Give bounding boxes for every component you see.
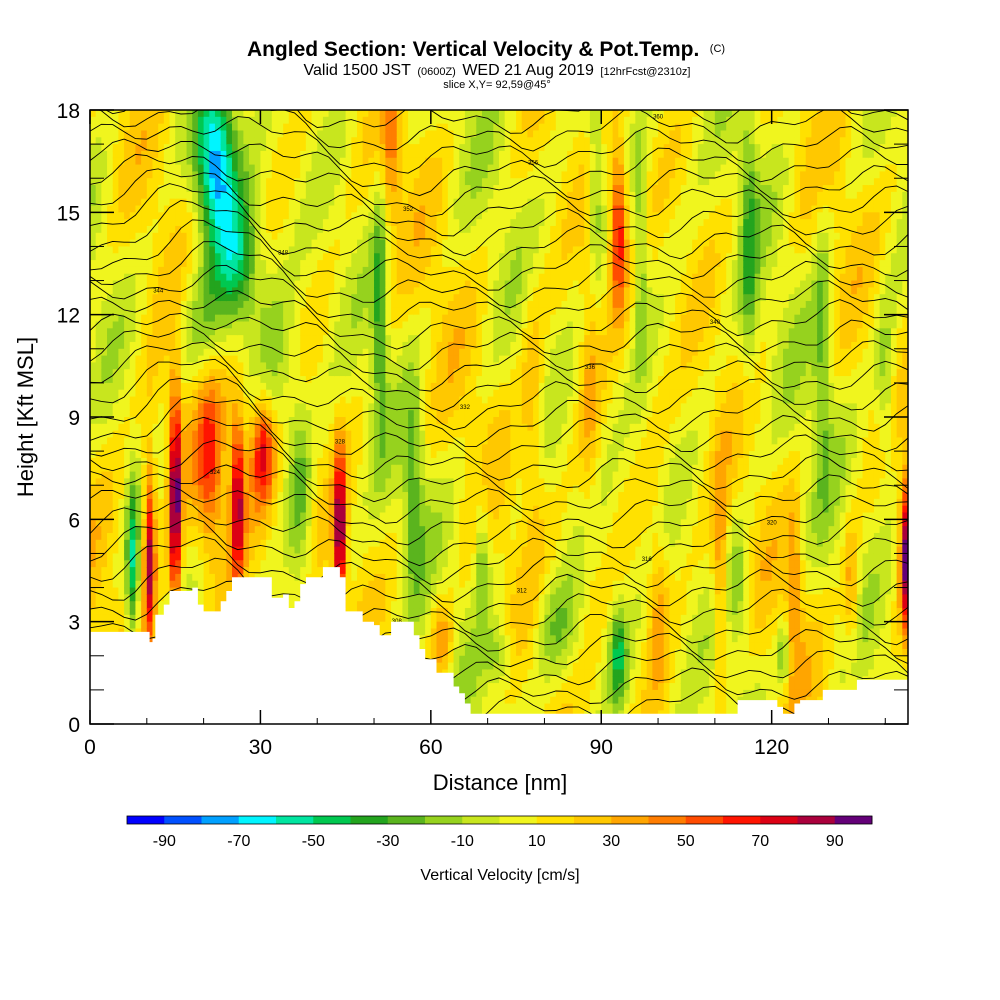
theta-contour-line: [90, 200, 908, 275]
theta-contour-label: 356: [528, 160, 539, 166]
colorbar-swatch: [127, 816, 165, 824]
theta-contour-line: [90, 396, 908, 465]
colorbar-swatch: [462, 816, 500, 824]
y-axis: 0 3 6 9 12 15 18: [57, 100, 908, 737]
colorbar: -90 -70 -50 -30 -10 10 30 50 70 90: [126, 815, 873, 850]
colorbar-swatch: [797, 816, 836, 824]
y-tick-label: 6: [68, 509, 80, 532]
theta-contour-line: [90, 485, 908, 546]
y-tick-label: 3: [68, 612, 80, 635]
colorbar-tick-label: 90: [826, 833, 844, 850]
colorbar-tick-label: 70: [751, 833, 769, 850]
y-tick-label: 12: [57, 305, 80, 328]
plot-minor-ticks: [90, 143, 908, 724]
colorbar-tick-label: -70: [227, 833, 250, 850]
colorbar-swatch: [723, 816, 761, 824]
colorbar-tick-label: -90: [153, 833, 176, 850]
theta-contour-label: 332: [460, 405, 471, 411]
theta-contour-line: [90, 557, 908, 621]
theta-contour-label: 352: [403, 207, 414, 213]
colorbar-swatch: [760, 816, 798, 824]
theta-contour-label: 348: [278, 250, 289, 256]
x-tick-label: 0: [84, 736, 96, 759]
x-axis-label: Distance [nm]: [433, 770, 568, 795]
colorbar-swatch: [536, 816, 575, 824]
colorbar-swatch: [276, 816, 314, 824]
terrain-mask: [90, 567, 908, 724]
colorbar-tick-label: -50: [302, 833, 325, 850]
colorbar-swatch: [685, 816, 724, 824]
colorbar-tick-label: 10: [528, 833, 546, 850]
theta-contour-line: [90, 439, 908, 503]
y-tick-label: 18: [57, 100, 80, 123]
theta-contour-line: [90, 116, 908, 174]
colorbar-swatch: [499, 816, 538, 824]
theta-contour-line: [90, 153, 908, 217]
theta-contour-line: [90, 416, 908, 481]
theta-contour-line: [90, 241, 908, 309]
chart-title: Angled Section: Vertical Velocity & Pot.…: [247, 38, 725, 61]
x-tick-label: 120: [754, 736, 789, 759]
theta-contour-label: 340: [710, 320, 721, 326]
theta-contour-line: [90, 312, 908, 371]
slice-info: slice X,Y= 92,59@45°: [443, 79, 551, 91]
theta-contour-line: [90, 168, 908, 237]
theta-contour-line: [90, 290, 908, 350]
colorbar-swatch: [350, 816, 389, 824]
colorbar-swatch: [425, 816, 463, 824]
theta-contour-line: [90, 500, 908, 567]
theta-contour-label: 360: [653, 115, 664, 121]
colorbar-swatch: [648, 816, 687, 824]
theta-contour-label: 344: [153, 289, 164, 295]
colorbar-swatch: [574, 816, 612, 824]
theta-contours: 3003043083123163203243283323363403443483…: [90, 110, 908, 724]
colorbar-swatch: [313, 816, 351, 824]
colorbar-swatch: [834, 816, 873, 824]
theta-contour-line: [90, 219, 908, 291]
theta-contour-label: 324: [210, 470, 221, 476]
y-tick-label: 0: [68, 714, 80, 737]
x-tick-label: 90: [590, 736, 613, 759]
y-tick-label: 15: [57, 202, 80, 225]
theta-contour-line: [90, 341, 908, 412]
theta-contour-label: 312: [517, 588, 528, 594]
y-tick-label: 9: [68, 407, 80, 430]
colorbar-swatch: [238, 816, 277, 824]
colorbar-label: Vertical Velocity [cm/s]: [420, 867, 579, 884]
colorbar-tick-label: -30: [376, 833, 399, 850]
theta-contour-line: [90, 464, 908, 524]
theta-contour-line: [90, 580, 908, 637]
colorbar-swatch: [611, 816, 649, 824]
chart-subtitle: Valid 1500 JST (0600Z) WED 21 Aug 2019 […: [304, 62, 691, 79]
colorbar-frame: [126, 815, 873, 825]
theta-contour-line: [90, 377, 908, 448]
theta-contour-line: [90, 264, 908, 327]
theta-contour-line: [90, 138, 908, 197]
theta-contour-line: [90, 517, 908, 586]
x-tick-label: 60: [419, 736, 442, 759]
theta-contour-label: 336: [585, 365, 596, 371]
theta-contour-line: [90, 536, 908, 603]
theta-contour-line: [90, 326, 908, 392]
colorbar-swatch: [387, 816, 426, 824]
y-axis-label: Height [Kft MSL]: [13, 337, 38, 497]
colorbar-swatch: [164, 816, 202, 824]
theta-contour-line: [90, 358, 908, 431]
colorbar-swatch: [201, 816, 240, 824]
theta-contour-label: 328: [335, 439, 346, 445]
theta-contour-line: [90, 183, 908, 257]
x-tick-label: 30: [249, 736, 272, 759]
theta-contour-line: [104, 110, 908, 134]
colorbar-tick-label: -10: [451, 833, 474, 850]
x-axis: 0 30 60 90 120: [84, 110, 789, 759]
theta-contour-label: 316: [642, 557, 653, 563]
colorbar-tick-label: 30: [602, 833, 620, 850]
theta-contour-label: 320: [767, 521, 778, 527]
colorbar-tick-label: 50: [677, 833, 695, 850]
